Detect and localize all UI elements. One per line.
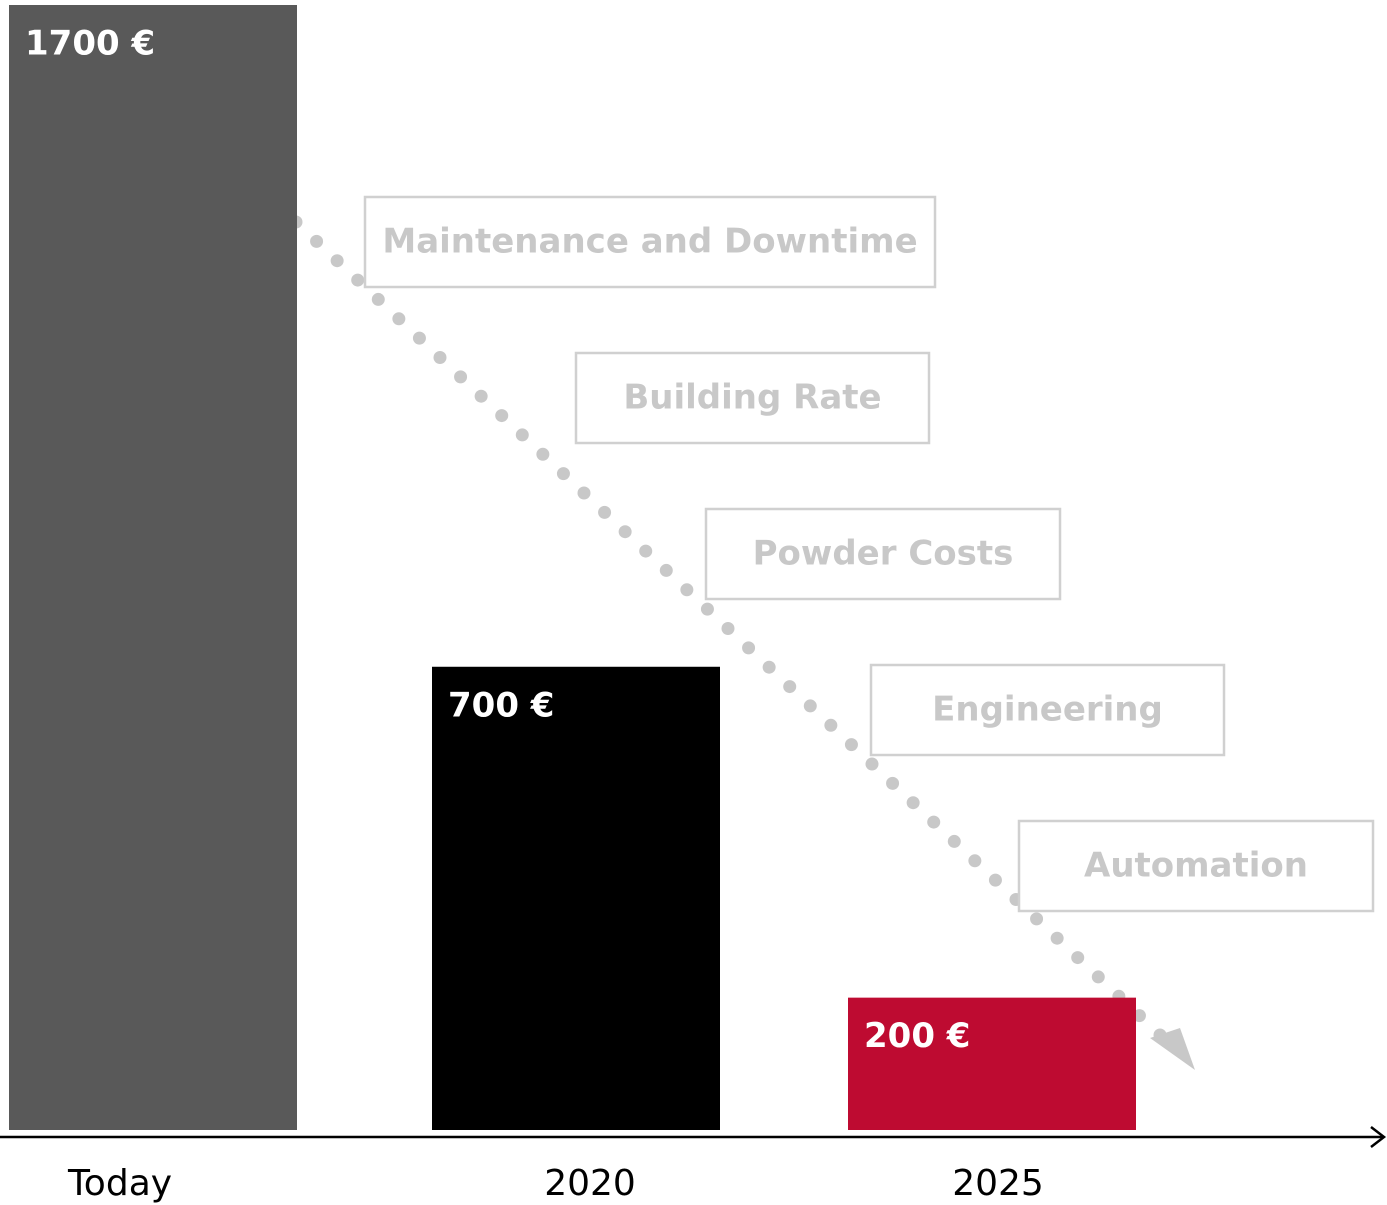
annotation-box [1017, 819, 1375, 913]
x-tick-label: 2025 [952, 1163, 1044, 1204]
trend-dot [330, 254, 344, 268]
trend-dot [577, 486, 591, 500]
trend-dot [947, 834, 961, 848]
annotation: Engineering [932, 690, 1163, 730]
trend-dot [1153, 1028, 1167, 1042]
trend-dot [762, 660, 776, 674]
x-axis-arrow [1370, 1126, 1387, 1148]
value-label: 200 € [864, 1016, 970, 1056]
trend-dot [988, 873, 1002, 887]
trend-arrow [289, 215, 1195, 1070]
trend-dot [639, 544, 653, 558]
annotation: Powder Costs [753, 534, 1014, 574]
trend-dot [783, 680, 797, 694]
trend-dot [886, 776, 900, 790]
annotation: Automation [1084, 846, 1308, 886]
x-tick-label: 2020 [544, 1163, 636, 1204]
trend-dot [906, 796, 920, 810]
trend-dot [700, 602, 714, 616]
annotation-box [704, 507, 1062, 601]
annotation: Building Rate [623, 378, 881, 418]
bar [432, 666, 720, 1130]
annotation-box [363, 195, 937, 289]
trend-dot [474, 389, 488, 403]
trend-dot [351, 273, 365, 287]
trend-dot [392, 312, 406, 326]
value-label: 700 € [448, 685, 554, 725]
annotation: Maintenance and Downtime [382, 222, 917, 262]
trend-dot [968, 854, 982, 868]
annotation-box [574, 351, 931, 445]
trend-dot [1030, 912, 1044, 926]
trend-dot [824, 718, 838, 732]
trend-dot [865, 757, 879, 771]
trend-dot [433, 351, 447, 364]
trend-dot [1050, 931, 1064, 945]
trend-dot [1091, 970, 1105, 984]
trend-dot [680, 583, 694, 597]
trend-dot [536, 447, 550, 461]
bar [9, 5, 297, 1130]
trend-dot [598, 505, 612, 519]
value-label: 1700 € [25, 24, 155, 64]
trend-dot [454, 370, 468, 384]
trend-dot [495, 409, 509, 423]
trend-dot [742, 641, 756, 655]
trend-dot [371, 292, 385, 306]
trend-dot [844, 738, 858, 752]
trend-dot [310, 234, 324, 248]
trend-dot [659, 563, 673, 577]
trend-dot [618, 525, 632, 539]
trend-dot [803, 699, 817, 713]
x-tick-label: Today [67, 1163, 172, 1204]
trend-dot [1071, 951, 1085, 965]
bar [848, 997, 1136, 1130]
annotation-box [869, 663, 1226, 757]
trend-dot [927, 815, 941, 829]
trend-dot [515, 428, 529, 442]
trend-dot [1132, 1009, 1146, 1023]
trend-dot [556, 467, 570, 481]
trend-dot [412, 331, 426, 345]
trend-dot [721, 622, 735, 635]
